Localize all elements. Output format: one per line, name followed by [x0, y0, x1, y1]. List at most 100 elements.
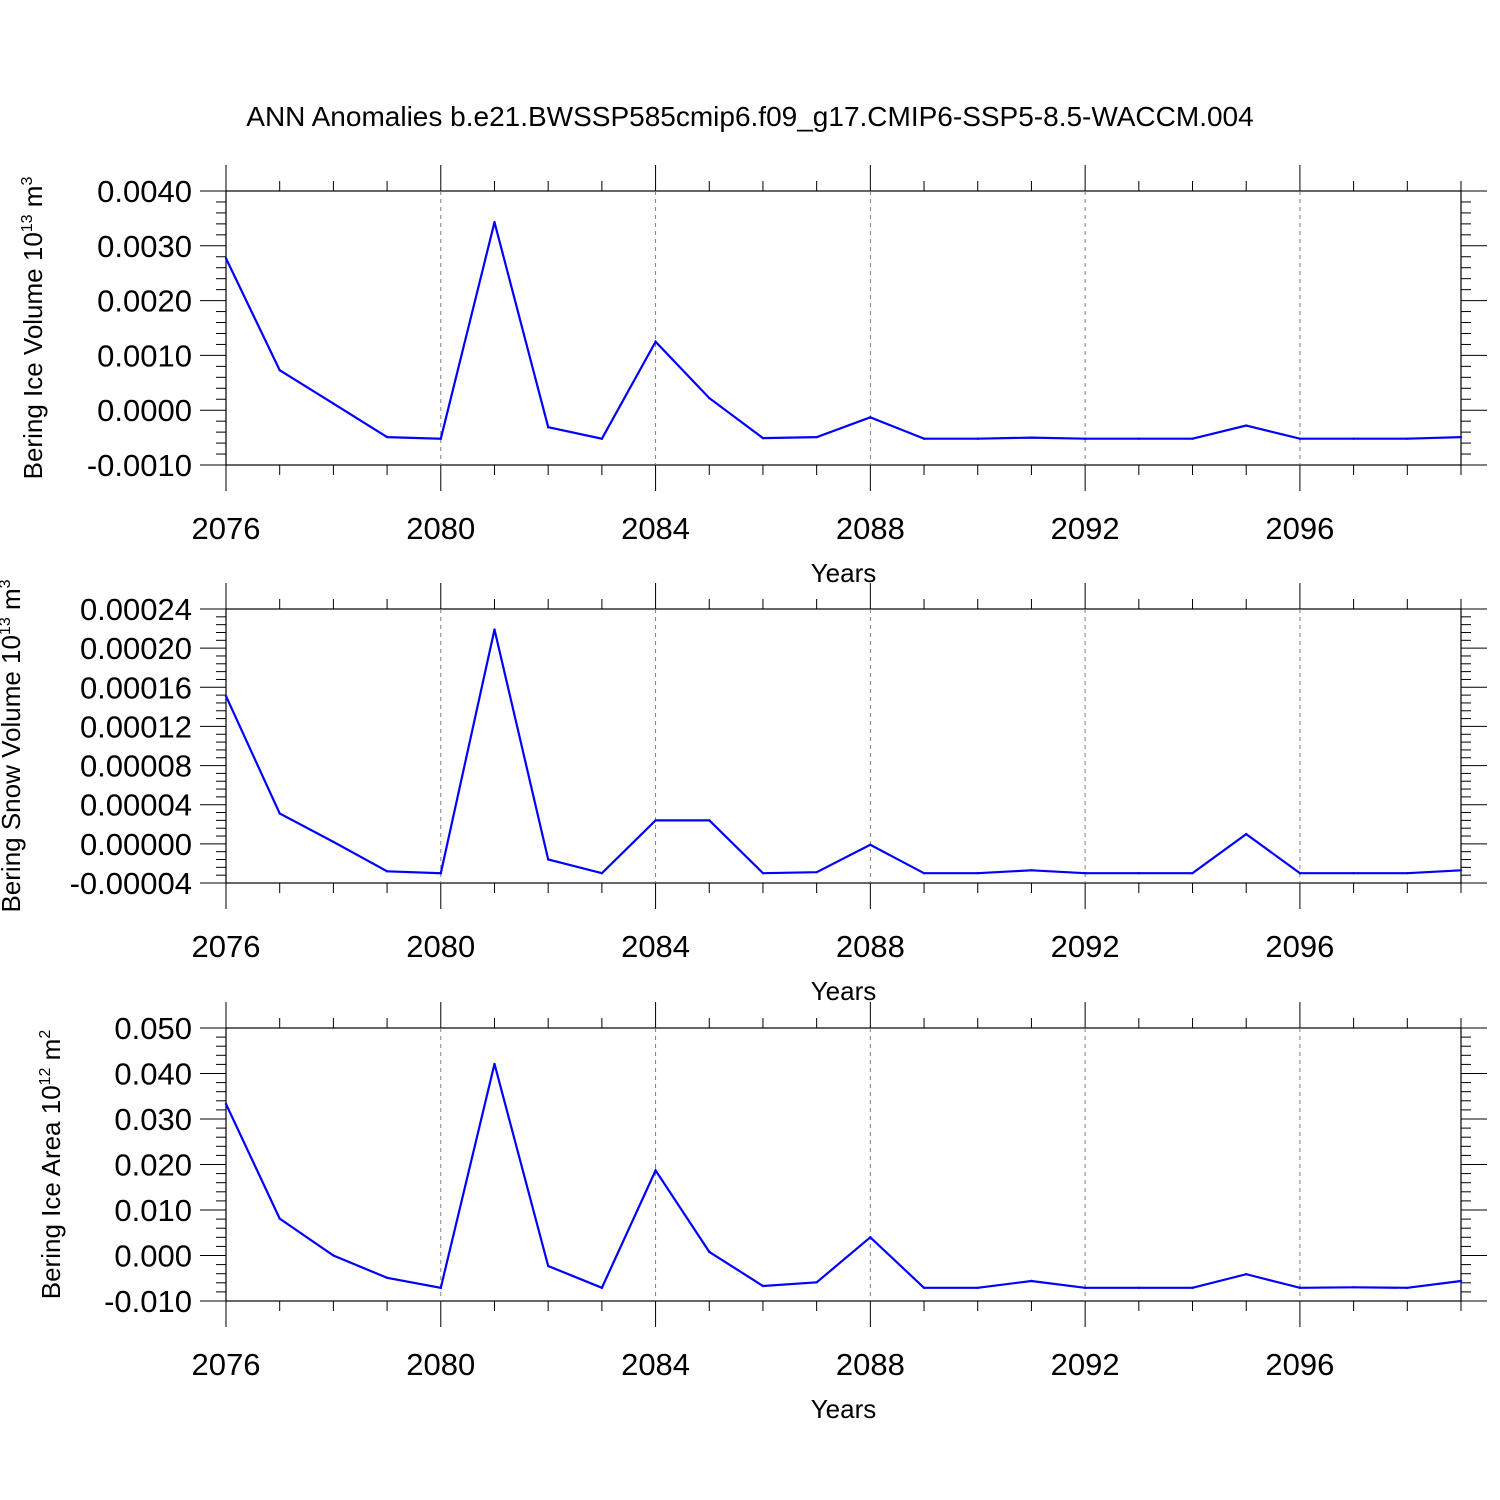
data-point	[1459, 869, 1463, 872]
x-tick-label: 2096	[1265, 1347, 1334, 1382]
data-point	[278, 1217, 281, 1220]
y-tick-label: 0.0030	[97, 229, 192, 264]
y-axis-label: Bering Snow Volume 1013 m3	[0, 579, 26, 912]
data-point	[976, 1286, 979, 1290]
data-point	[385, 435, 389, 439]
data-point	[976, 872, 979, 875]
data-point	[278, 812, 281, 815]
x-tick-label: 2092	[1051, 929, 1120, 964]
data-point	[1406, 1286, 1409, 1290]
x-tick-label: 2096	[1265, 511, 1334, 546]
y-tick-label: 0.00024	[80, 592, 192, 627]
data-point	[385, 1276, 389, 1279]
x-axis-label: Years	[811, 558, 877, 588]
y-tick-label: 0.050	[114, 1011, 192, 1046]
x-tick-label: 2096	[1265, 929, 1334, 964]
y-tick-label: -0.010	[104, 1284, 192, 1319]
data-point	[1245, 1272, 1248, 1276]
x-axis-label: Years	[811, 1394, 877, 1424]
data-point	[1459, 1279, 1463, 1283]
chart-title: ANN Anomalies b.e21.BWSSP585cmip6.f09_g1…	[246, 101, 1253, 132]
data-point	[1406, 872, 1409, 875]
y-tick-label: 0.00008	[80, 749, 192, 784]
data-point	[1298, 437, 1302, 440]
data-point	[1137, 437, 1141, 440]
x-tick-label: 2092	[1051, 1347, 1120, 1382]
data-point	[922, 437, 926, 440]
x-tick-label: 2080	[406, 929, 475, 964]
y-tick-label: 0.010	[114, 1193, 192, 1228]
data-point	[708, 819, 711, 822]
y-tick-label: 0.040	[114, 1057, 192, 1092]
data-point	[815, 1281, 818, 1284]
data-point	[1191, 1286, 1194, 1290]
data-point	[600, 872, 604, 875]
data-point	[1083, 1286, 1087, 1290]
data-point	[546, 425, 550, 429]
data-point	[869, 416, 872, 419]
data-point	[654, 819, 657, 822]
x-tick-label: 2076	[192, 1347, 261, 1382]
data-point	[224, 257, 228, 260]
data-point	[1245, 424, 1248, 427]
y-tick-label: 0.0040	[97, 174, 192, 209]
data-point	[439, 1286, 442, 1290]
x-tick-label: 2092	[1051, 511, 1120, 546]
data-point	[1459, 435, 1463, 439]
data-point	[278, 368, 281, 372]
data-point	[546, 858, 550, 861]
data-point	[1245, 832, 1248, 836]
y-tick-label: 0.0020	[97, 284, 192, 319]
y-tick-label: 0.00000	[80, 827, 192, 862]
data-point	[439, 437, 442, 440]
data-point	[1298, 1286, 1302, 1290]
x-tick-label: 2088	[836, 511, 905, 546]
data-point	[654, 340, 657, 343]
data-point	[1137, 1286, 1141, 1290]
data-point	[1352, 872, 1355, 875]
x-tick-label: 2076	[192, 511, 261, 546]
x-tick-label: 2088	[836, 929, 905, 964]
y-axis-label: Bering Ice Area 1012 m2	[36, 1030, 66, 1300]
data-point	[1352, 1286, 1355, 1289]
series-line	[225, 221, 1462, 440]
y-tick-label: 0.030	[114, 1102, 192, 1137]
x-tick-label: 2080	[406, 511, 475, 546]
data-point	[654, 1169, 657, 1172]
plot-frame	[225, 190, 1462, 466]
y-tick-label: 0.00016	[80, 670, 192, 705]
data-point	[922, 872, 926, 875]
x-tick-label: 2084	[621, 929, 690, 964]
data-point	[224, 1102, 228, 1106]
data-point	[332, 402, 335, 405]
data-point	[600, 1286, 604, 1290]
y-tick-label: 0.0000	[97, 393, 192, 428]
y-tick-label: 0.020	[114, 1148, 192, 1183]
data-point	[1030, 869, 1033, 872]
data-point	[439, 872, 442, 875]
panel-ice-area: -0.010 0.000 0.010 0.020 0.030 0.040 0.050 2076…	[36, 1002, 1487, 1424]
data-point	[761, 1284, 765, 1288]
data-point	[332, 1254, 335, 1257]
data-point	[1083, 437, 1087, 440]
series-line	[224, 629, 1462, 875]
plot-frame	[225, 608, 1462, 884]
series-line	[225, 1063, 1462, 1290]
data-point	[493, 628, 496, 631]
data-point	[1030, 1279, 1033, 1283]
y-tick-label: 0.000	[114, 1239, 192, 1274]
x-tick-label: 2084	[621, 511, 690, 546]
data-point	[1191, 437, 1194, 440]
x-tick-label: 2084	[621, 1347, 690, 1382]
data-point	[869, 843, 872, 847]
data-point	[600, 437, 604, 440]
data-point	[546, 1264, 550, 1268]
data-point	[976, 437, 979, 440]
data-point	[1191, 872, 1194, 875]
y-tick-label: 0.0010	[97, 338, 192, 373]
data-point	[1406, 437, 1409, 440]
x-axis-label: Years	[811, 976, 877, 1006]
x-tick-label: 2076	[192, 929, 261, 964]
data-point	[922, 1286, 926, 1290]
